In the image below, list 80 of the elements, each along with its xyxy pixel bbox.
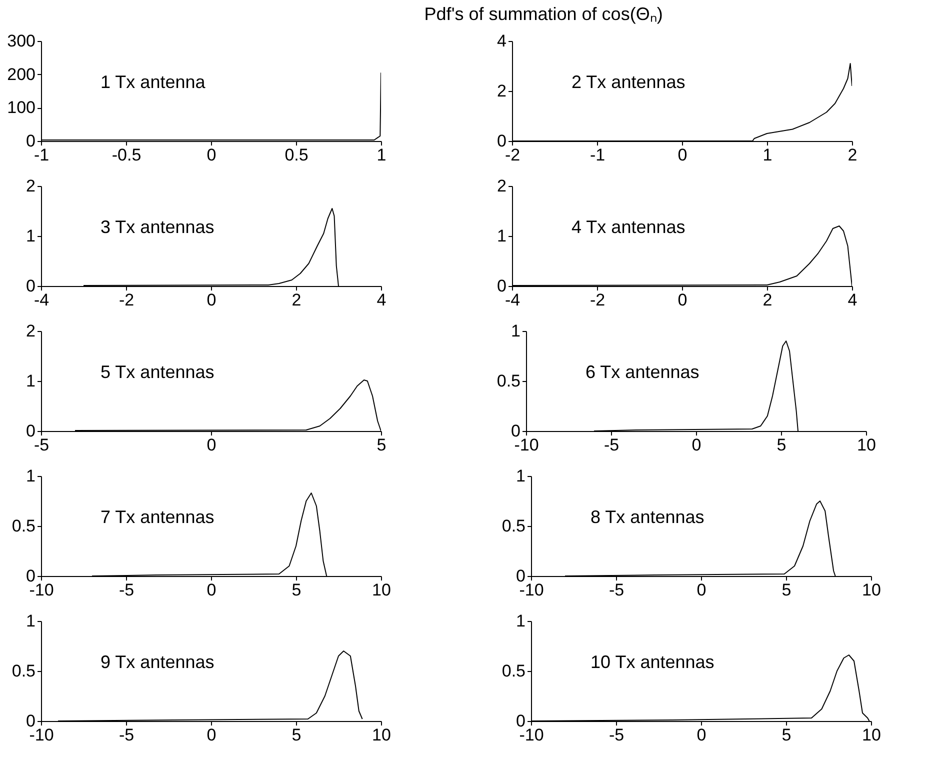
annotation: 9 Tx antennas: [100, 652, 214, 672]
y-tick-label: 0.5: [12, 662, 36, 680]
x-tick-label: -2: [118, 290, 134, 310]
annotation: 7 Tx antennas: [100, 507, 214, 527]
x-tick-label: 0: [206, 290, 216, 310]
y-tick-label: 0.5: [502, 662, 526, 680]
x-tick-label: -5: [34, 436, 50, 454]
y-tick-label: 100: [7, 98, 36, 118]
y-tick-label: 300: [7, 32, 36, 50]
x-tick-label: 5: [376, 436, 386, 454]
y-tick-label: 2: [497, 82, 506, 100]
x-tick-label: 0: [692, 436, 702, 454]
x-tick-label: -4: [504, 290, 520, 310]
x-tick-label: 5: [292, 726, 302, 744]
x-tick-label: 0: [696, 726, 706, 744]
x-tick-label: -5: [608, 726, 624, 744]
x-tick-label: -5: [118, 580, 134, 600]
x-tick-label: 5: [782, 580, 792, 600]
annotation: 8 Tx antennas: [590, 507, 704, 527]
y-tick-label: 1: [511, 322, 520, 340]
x-tick-label: -1: [34, 146, 50, 164]
annotation: 3 Tx antennas: [100, 217, 214, 237]
x-tick-label: 0: [206, 580, 216, 600]
annotation: 2 Tx antennas: [572, 72, 686, 92]
annotation: 6 Tx antennas: [586, 362, 700, 382]
x-tick-label: 1: [762, 146, 772, 164]
y-tick-label: 2: [497, 176, 506, 196]
y-tick-label: 200: [7, 64, 36, 84]
x-tick-label: 0: [696, 580, 706, 600]
y-tick-label: 0.5: [496, 372, 520, 390]
y-tick-label: 2: [26, 176, 36, 196]
y-tick-label: 1: [26, 226, 36, 246]
x-tick-label: 4: [848, 290, 858, 310]
annotation: 10 Tx antennas: [590, 652, 714, 672]
y-tick-label: 4: [497, 32, 506, 50]
annotation: 1 Tx antenna: [100, 72, 206, 92]
x-tick-label: 10: [372, 726, 391, 744]
x-tick-label: -5: [118, 726, 134, 744]
y-tick-label: 1: [516, 466, 526, 486]
x-tick-label: -5: [604, 436, 620, 454]
x-tick-label: -1: [590, 146, 606, 164]
y-tick-label: 1: [26, 612, 36, 630]
y-tick-label: 0: [497, 132, 506, 150]
y-tick-label: 1: [497, 226, 506, 246]
chart-title: Pdf's of summation of cos(Θₙ): [424, 4, 663, 24]
x-tick-label: 0.5: [284, 146, 308, 164]
x-tick-label: -0.5: [112, 146, 142, 164]
x-tick-label: 0: [206, 436, 216, 454]
x-tick-label: -5: [608, 580, 624, 600]
x-tick-label: 0: [206, 146, 216, 164]
x-tick-label: 0: [678, 290, 688, 310]
x-tick-label: 4: [376, 290, 386, 310]
x-tick-label: 10: [862, 580, 881, 600]
x-tick-label: 2: [292, 290, 302, 310]
y-tick-label: 0: [26, 132, 36, 150]
y-tick-label: 0: [497, 276, 506, 296]
x-tick-label: 5: [782, 726, 792, 744]
x-tick-label: 2: [848, 146, 858, 164]
x-tick-label: 0: [678, 146, 688, 164]
x-tick-label: 1: [376, 146, 386, 164]
x-tick-label: 5: [292, 580, 302, 600]
x-tick-label: 2: [762, 290, 772, 310]
y-tick-label: 1: [26, 372, 36, 390]
x-tick-label: -2: [504, 146, 520, 164]
x-tick-label: -2: [590, 290, 606, 310]
y-tick-label: 0: [26, 422, 36, 440]
x-tick-label: 10: [857, 436, 876, 454]
y-tick-label: 2: [26, 322, 36, 340]
x-tick-label: 0: [206, 726, 216, 744]
y-tick-label: 1: [516, 612, 526, 630]
y-tick-label: 0: [26, 276, 36, 296]
x-tick-label: 10: [862, 726, 881, 744]
x-tick-label: 10: [372, 580, 391, 600]
y-tick-label: 0.5: [12, 516, 36, 536]
y-tick-label: 0.5: [502, 516, 526, 536]
x-tick-label: -4: [34, 290, 50, 310]
x-tick-label: 5: [776, 436, 786, 454]
annotation: 4 Tx antennas: [572, 217, 686, 237]
annotation: 5 Tx antennas: [100, 362, 214, 382]
y-tick-label: 1: [26, 466, 36, 486]
